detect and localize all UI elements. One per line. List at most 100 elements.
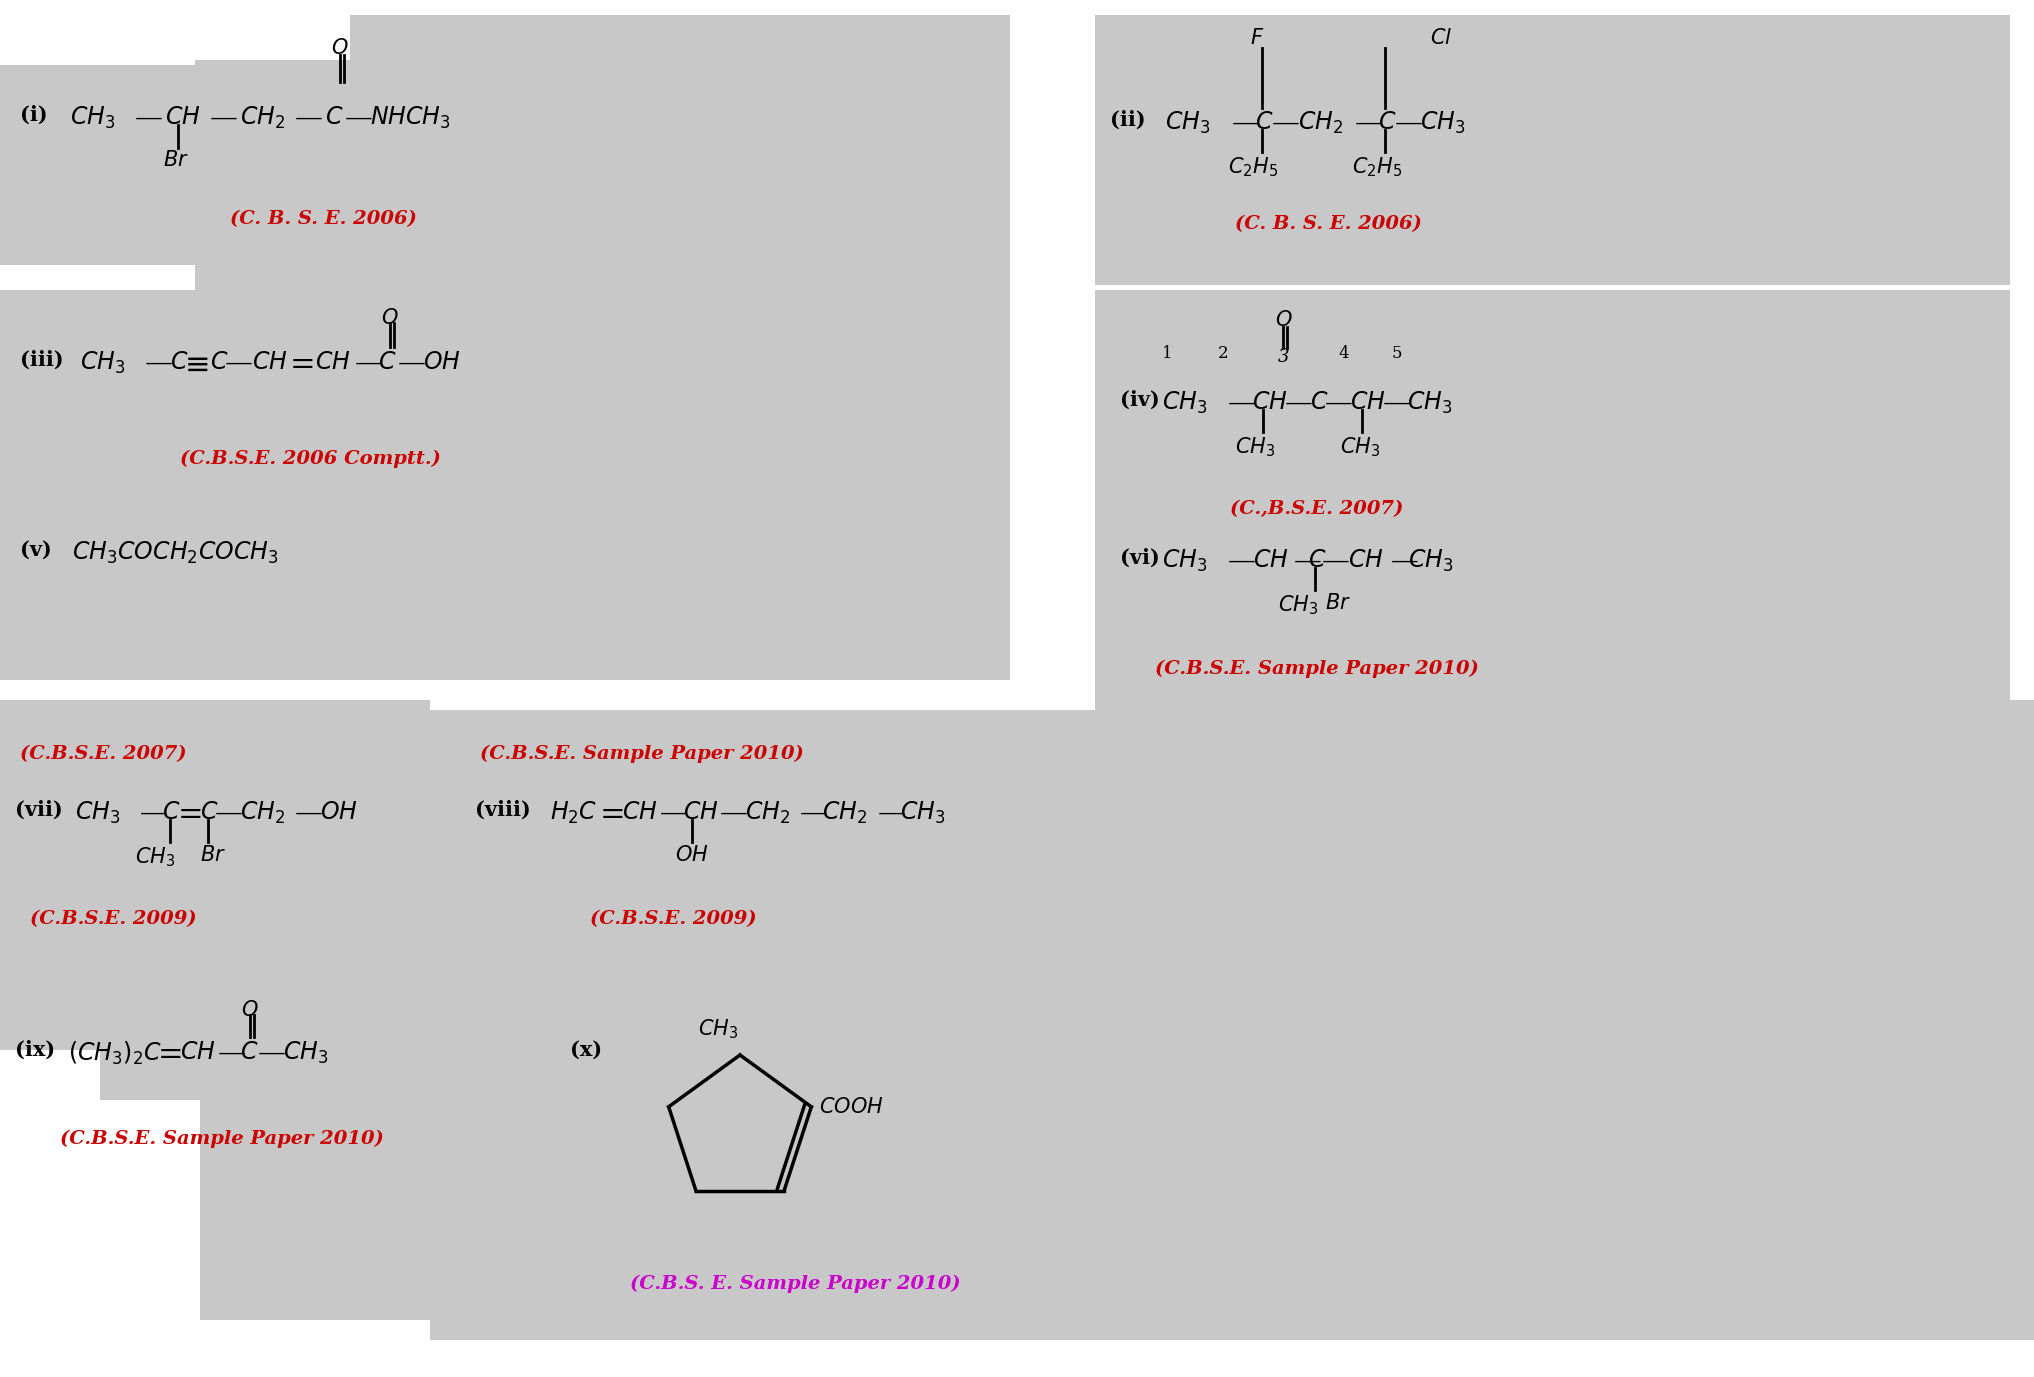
Text: $\mathit{CH_2}$: $\mathit{CH_2}$ (1298, 110, 1342, 136)
Text: (C. B. S. E. 2006): (C. B. S. E. 2006) (1235, 215, 1422, 233)
Text: (C.B.S.E. 2009): (C.B.S.E. 2009) (590, 910, 757, 928)
Text: —: — (295, 105, 323, 132)
Text: =: = (159, 1040, 183, 1071)
Text: 1: 1 (1161, 346, 1174, 362)
Text: $\mathit{CH_3}$: $\mathit{CH_3}$ (283, 1040, 327, 1066)
Polygon shape (1094, 291, 2010, 700)
Text: (C.B.S.E. Sample Paper 2010): (C.B.S.E. Sample Paper 2010) (59, 1131, 384, 1148)
Text: —: — (1233, 110, 1259, 136)
Text: $\mathit{Br}$: $\mathit{Br}$ (199, 845, 226, 865)
Text: $\mathit{COOH}$: $\mathit{COOH}$ (820, 1097, 885, 1117)
Text: $\mathit{OH}$: $\mathit{OH}$ (423, 350, 462, 375)
Text: —: — (1322, 548, 1351, 576)
Text: $\mathit{CH_3}$: $\mathit{CH_3}$ (1235, 435, 1275, 459)
Text: =: = (600, 800, 626, 830)
Text: $\mathit{C}$: $\mathit{C}$ (325, 105, 344, 129)
Text: —: — (346, 105, 372, 132)
Text: $\mathit{CH_3}$: $\mathit{CH_3}$ (75, 800, 120, 826)
Polygon shape (0, 65, 195, 264)
Text: —: — (226, 350, 252, 377)
Text: —: — (1355, 110, 1383, 136)
Text: —: — (1381, 548, 1420, 576)
Text: —: — (1285, 390, 1312, 417)
Text: $\mathit{H_2C}$: $\mathit{H_2C}$ (549, 800, 598, 826)
Polygon shape (0, 291, 1011, 680)
Text: $\mathit{CH}$: $\mathit{CH}$ (683, 800, 718, 823)
Text: —: — (1229, 548, 1255, 576)
Text: —: — (218, 1040, 246, 1067)
Text: (v): (v) (20, 540, 51, 560)
Text: (C.B.S.E. 2007): (C.B.S.E. 2007) (20, 745, 187, 763)
Text: $\mathit{C}$: $\mathit{C}$ (210, 350, 228, 375)
Text: $\mathit{NHCH_3}$: $\mathit{NHCH_3}$ (370, 105, 452, 131)
Polygon shape (429, 700, 2034, 1340)
Text: $\mathit{CH_3}$: $\mathit{CH_3}$ (79, 350, 126, 376)
Text: $\mathit{C}$: $\mathit{C}$ (1308, 548, 1326, 571)
Text: $\mathit{CH}$: $\mathit{CH}$ (1351, 390, 1385, 414)
Text: $\mathit{O}$: $\mathit{O}$ (380, 308, 399, 328)
Text: (C.B.S.E. Sample Paper 2010): (C.B.S.E. Sample Paper 2010) (1155, 660, 1479, 679)
Polygon shape (429, 690, 1094, 711)
Polygon shape (0, 700, 429, 1321)
Text: 2: 2 (1218, 346, 1229, 362)
Text: $\mathit{CH}$: $\mathit{CH}$ (165, 105, 201, 129)
Text: $\mathit{CH_3}$: $\mathit{CH_3}$ (1420, 110, 1464, 136)
Text: —: — (1383, 390, 1412, 417)
Polygon shape (195, 380, 1011, 390)
Text: $\mathit{F}$: $\mathit{F}$ (1251, 28, 1265, 48)
Text: $\mathit{CH_3COCH_2COCH_3}$: $\mathit{CH_3COCH_2COCH_3}$ (71, 540, 279, 566)
Text: —: — (1324, 390, 1353, 417)
Text: $\mathit{CH_3}$: $\mathit{CH_3}$ (1165, 110, 1210, 136)
Text: (ii): (ii) (1111, 110, 1145, 129)
Text: —: — (216, 800, 242, 828)
Polygon shape (0, 1051, 199, 1340)
Text: —: — (1395, 110, 1424, 136)
Text: —: — (134, 105, 163, 132)
Text: 4: 4 (1338, 346, 1349, 362)
Text: $\mathit{CH_2}$: $\mathit{CH_2}$ (744, 800, 789, 826)
Text: $\mathit{CH_3}$: $\mathit{CH_3}$ (899, 800, 946, 826)
Polygon shape (0, 291, 1011, 680)
Text: $\mathit{CH_3}$: $\mathit{CH_3}$ (1161, 548, 1208, 574)
Text: $\mathit{C}$: $\mathit{C}$ (1377, 110, 1397, 134)
Text: (iii): (iii) (20, 350, 63, 370)
Text: $\mathit{CH}$: $\mathit{CH}$ (179, 1040, 216, 1064)
Text: $\mathit{CH_3}$: $\mathit{CH_3}$ (698, 1018, 738, 1041)
Polygon shape (1094, 15, 2010, 285)
Text: $\mathit{CH}$: $\mathit{CH}$ (1349, 548, 1383, 571)
Polygon shape (195, 15, 350, 61)
Text: (C.B.S.E. 2006 Comptt.): (C.B.S.E. 2006 Comptt.) (179, 450, 441, 468)
Text: (C. B. S. E. 2006): (C. B. S. E. 2006) (230, 211, 417, 229)
Text: $\mathit{(CH_3)_2C}$: $\mathit{(CH_3)_2C}$ (67, 1040, 163, 1067)
Text: —: — (1229, 390, 1255, 417)
Text: $\mathit{Br}$: $\mathit{Br}$ (163, 150, 189, 169)
Text: —: — (210, 105, 238, 132)
Text: $\mathit{Br}$: $\mathit{Br}$ (1324, 593, 1351, 613)
Polygon shape (195, 15, 1011, 386)
Text: =: = (291, 350, 315, 381)
Text: —: — (258, 1040, 287, 1067)
Text: $\mathit{C_2H_5}$: $\mathit{C_2H_5}$ (1353, 156, 1401, 179)
Text: —: — (399, 350, 425, 377)
Text: (iv): (iv) (1121, 390, 1159, 410)
Text: $\mathit{CH_3}$: $\mathit{CH_3}$ (1277, 593, 1318, 617)
Text: $\mathit{C}$: $\mathit{C}$ (1310, 390, 1328, 414)
Text: $\mathit{CH_3}$: $\mathit{CH_3}$ (1408, 548, 1454, 574)
Text: (x): (x) (570, 1040, 602, 1060)
Text: $\mathit{CH}$: $\mathit{CH}$ (1253, 390, 1288, 414)
Text: $\mathit{CH_3}$: $\mathit{CH_3}$ (1340, 435, 1381, 459)
Text: $\mathit{CH}$: $\mathit{CH}$ (315, 350, 350, 375)
Text: (i): (i) (20, 105, 47, 125)
Text: $\mathit{C}$: $\mathit{C}$ (240, 1040, 258, 1064)
Text: (ix): (ix) (14, 1040, 55, 1060)
Text: —: — (720, 800, 749, 828)
Text: —: — (1285, 548, 1322, 576)
Text: —: — (140, 800, 169, 828)
Text: $\mathit{CH}$: $\mathit{CH}$ (1253, 548, 1290, 571)
Text: $\mathit{C}$: $\mathit{C}$ (199, 800, 218, 823)
Text: $\mathit{CH_2}$: $\mathit{CH_2}$ (822, 800, 866, 826)
Text: —: — (659, 800, 687, 828)
Text: —: — (799, 800, 828, 828)
Text: $\mathit{C_2H_5}$: $\mathit{C_2H_5}$ (1229, 156, 1277, 179)
Polygon shape (195, 15, 1011, 380)
